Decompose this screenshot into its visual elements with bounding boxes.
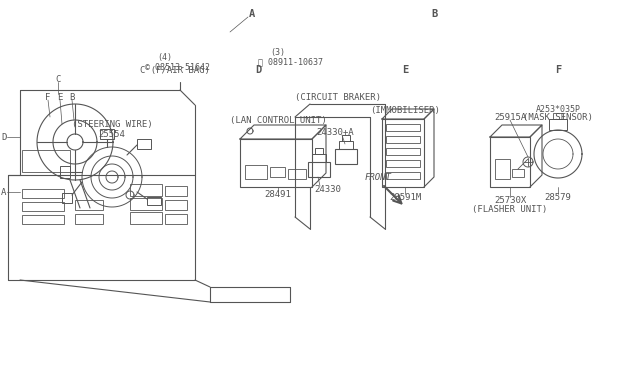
Bar (386, 124, 420, 131)
Bar (130, 212, 162, 224)
Bar (245, 165, 267, 179)
Text: C: C (55, 74, 61, 83)
Bar (512, 169, 524, 177)
Text: A: A (249, 9, 255, 19)
Text: D: D (1, 132, 6, 141)
Bar (288, 169, 306, 179)
Text: 25554: 25554 (99, 129, 125, 138)
Bar (495, 159, 510, 179)
Text: (FLASHER UNIT): (FLASHER UNIT) (472, 205, 548, 214)
Text: B: B (69, 93, 75, 102)
Bar (130, 198, 162, 210)
Bar (100, 129, 114, 139)
Text: A253*035P: A253*035P (536, 105, 580, 113)
Bar (240, 139, 312, 187)
Bar (22, 189, 64, 198)
Text: (4): (4) (157, 52, 172, 61)
Text: (CIRCUIT BRAKER): (CIRCUIT BRAKER) (295, 93, 381, 102)
Text: (3): (3) (270, 48, 285, 57)
Bar (130, 184, 162, 196)
Text: (IMMOBILISER): (IMMOBILISER) (370, 106, 440, 115)
Text: 25915A: 25915A (494, 112, 526, 122)
Text: 24330+A: 24330+A (316, 128, 354, 137)
Bar (549, 119, 567, 130)
Bar (22, 215, 64, 224)
Bar (339, 141, 353, 149)
Text: (STEERING WIRE): (STEERING WIRE) (72, 119, 152, 128)
Text: F: F (45, 93, 51, 102)
Text: E: E (58, 93, 63, 102)
Bar (382, 119, 424, 187)
Text: (LAN CONTROL UNIT): (LAN CONTROL UNIT) (230, 115, 326, 125)
Bar (386, 160, 420, 167)
Text: C (F/AIR BAG): C (F/AIR BAG) (140, 65, 210, 74)
Bar (308, 162, 330, 177)
Bar (386, 148, 420, 155)
Bar (22, 202, 64, 211)
Text: E: E (402, 65, 408, 75)
Text: 24330: 24330 (315, 185, 341, 193)
Bar (270, 167, 285, 177)
Bar (386, 136, 420, 143)
Bar (22, 150, 70, 172)
Bar (137, 139, 151, 149)
Text: 25730X: 25730X (494, 196, 526, 205)
Text: A: A (1, 187, 6, 196)
Text: FRONT: FRONT (365, 173, 392, 182)
Bar (62, 193, 72, 203)
Bar (315, 148, 323, 154)
Text: 28491: 28491 (264, 189, 291, 199)
Bar (147, 197, 161, 205)
Text: F: F (555, 65, 561, 75)
Bar (553, 113, 563, 119)
Bar (490, 137, 530, 187)
Text: Ⓝ 08911-10637: Ⓝ 08911-10637 (258, 58, 323, 67)
Bar (165, 214, 187, 224)
Text: B: B (432, 9, 438, 19)
Text: © 08513-51642: © 08513-51642 (145, 62, 210, 71)
Bar (165, 200, 187, 210)
Text: D: D (255, 65, 261, 75)
Bar (342, 135, 350, 141)
Bar (386, 172, 420, 179)
Text: 28579: 28579 (545, 192, 572, 202)
Bar (165, 186, 187, 196)
Bar (75, 214, 103, 224)
Text: (MASK SENSOR): (MASK SENSOR) (523, 112, 593, 122)
Text: 28591M: 28591M (389, 192, 421, 202)
Bar (335, 149, 357, 164)
Bar (75, 200, 103, 210)
Bar (60, 166, 70, 178)
Bar (312, 154, 326, 162)
